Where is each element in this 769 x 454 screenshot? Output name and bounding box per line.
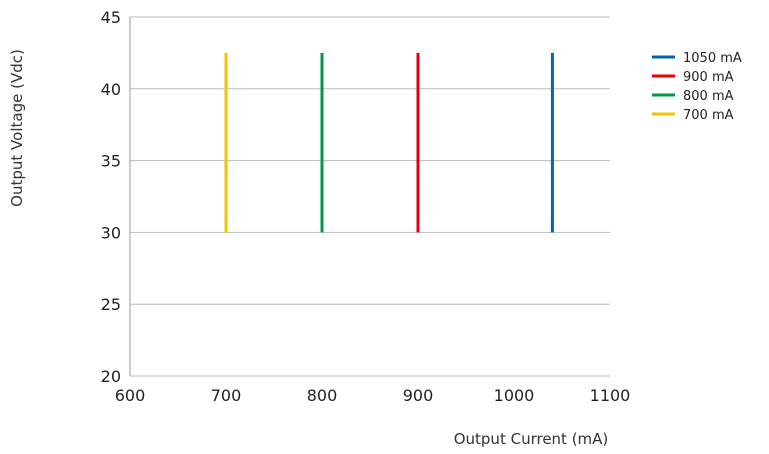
legend-label: 1050 mA	[683, 51, 742, 66]
legend: 1050 mA 900 mA 800 mA 700 mA	[652, 51, 742, 123]
x-tick-label: 900	[403, 386, 434, 405]
x-tick-label: 600	[115, 386, 146, 405]
y-tick-labels: 20 25 30 35 40 45	[101, 8, 121, 386]
series-lines	[224, 52, 554, 233]
legend-label: 700 mA	[683, 108, 734, 123]
y-tick-label: 35	[101, 152, 121, 171]
y-axis-title: Output Voltage (Vdc)	[8, 49, 26, 207]
y-tick-label: 20	[101, 367, 121, 386]
y-tick-label: 25	[101, 295, 121, 314]
x-tick-label: 1100	[590, 386, 631, 405]
x-tick-label: 1000	[494, 386, 535, 405]
gridlines	[130, 16, 610, 377]
x-tick-labels: 600 700 800 900 1000 1100	[115, 386, 631, 405]
y-tick-label: 30	[101, 223, 121, 242]
x-tick-label: 800	[307, 386, 338, 405]
legend-label: 800 mA	[683, 89, 734, 104]
y-tick-label: 40	[101, 80, 121, 99]
y-tick-label: 45	[101, 8, 121, 27]
x-tick-label: 700	[211, 386, 242, 405]
x-axis-title: Output Current (mA)	[454, 430, 609, 448]
legend-label: 900 mA	[683, 70, 734, 85]
